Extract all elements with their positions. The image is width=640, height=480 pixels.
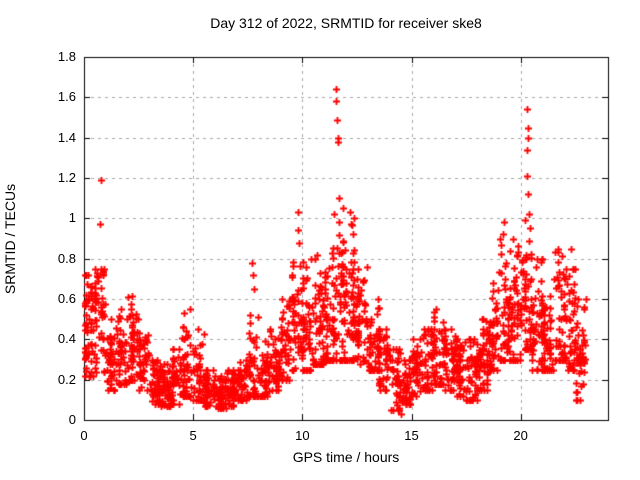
x-tick-label: 0 [80, 428, 88, 443]
y-tick-label: 1.6 [57, 89, 76, 105]
y-tick-label: 0.4 [57, 331, 76, 347]
y-tick-label: 1 [68, 210, 76, 226]
y-tick-label: 0.6 [57, 291, 76, 306]
y-axis-label: SRMTID / TECUs [2, 183, 18, 295]
y-tick-label: 1.8 [57, 49, 76, 64]
x-tick-label: 10 [295, 428, 310, 443]
y-tick-label: 1.4 [57, 129, 76, 145]
y-tick-label: 1.2 [57, 170, 76, 185]
y-tick-label: 0 [68, 412, 76, 427]
x-axis-label: GPS time / hours [292, 449, 400, 465]
x-tick-label: 5 [189, 428, 197, 443]
y-tick-label: 0.8 [57, 250, 76, 266]
x-tick-label: 20 [513, 428, 528, 443]
chart-title: Day 312 of 2022, SRMTID for receiver ske… [210, 15, 482, 31]
y-tick-label: 0.2 [57, 371, 76, 387]
x-tick-label: 15 [404, 428, 419, 443]
